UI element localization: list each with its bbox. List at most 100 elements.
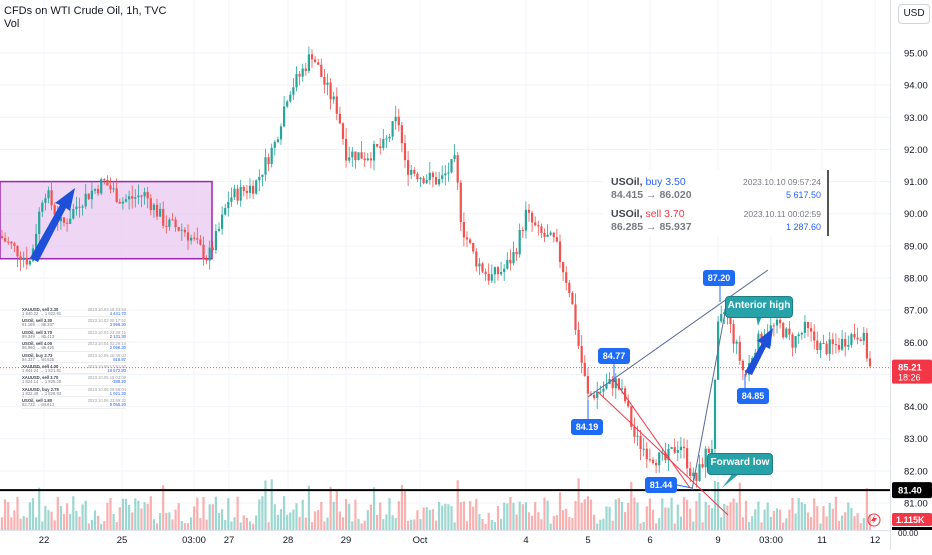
candle-body: [844, 339, 847, 347]
candle-body: [295, 73, 298, 88]
candle-body: [233, 188, 236, 198]
trade-history-profit: 2 098.30: [109, 345, 126, 351]
volume-bar: [190, 517, 193, 530]
candle-body: [797, 334, 800, 337]
candle-body: [658, 452, 661, 466]
candle-body: [803, 322, 806, 333]
candle-body: [602, 388, 605, 392]
volume-bar: [31, 498, 35, 530]
trade-history-symbol: USOil, sell 4.00: [22, 341, 53, 347]
volume-bar: [199, 518, 202, 530]
volume-bar: [382, 519, 385, 530]
volume-bar: [853, 516, 856, 530]
trade-history-prices: 84.337 → 84.625: [22, 356, 55, 362]
candle-body: [199, 239, 202, 245]
volume-bar: [335, 489, 338, 530]
candle-body: [469, 239, 472, 243]
volume-bar: [462, 501, 465, 530]
candle-body: [574, 304, 577, 330]
candle-body: [314, 59, 317, 63]
volume-bar: [434, 520, 438, 530]
volume-bar: [661, 498, 664, 530]
candle-body: [490, 274, 493, 281]
volume-bar: [221, 509, 224, 530]
volume-bar: [868, 514, 872, 530]
trade-history-profit: 4 441.70: [109, 311, 126, 316]
volume-bar: [19, 518, 22, 530]
candle-body: [283, 106, 286, 127]
candle-body: [264, 157, 267, 175]
volume-bar: [159, 513, 162, 530]
candle-body: [310, 54, 314, 60]
volume-bar: [230, 521, 233, 530]
price-tick: 89.00: [904, 241, 928, 252]
candle-body: [338, 113, 341, 124]
candle-body: [813, 331, 816, 341]
candle-body: [822, 342, 825, 344]
trade-history-row: USOil, sell 3.70 89.349 → 86.413 2023.10.0…: [22, 329, 126, 341]
volume-bar: [441, 505, 444, 530]
tag-pointer: [676, 484, 693, 489]
volume-bar: [565, 508, 568, 530]
volume-bar: [75, 510, 78, 530]
volume-bar: [794, 513, 797, 530]
volume-bar: [66, 503, 69, 530]
candle-body: [481, 263, 484, 272]
candle-body: [103, 179, 106, 181]
candle-body: [366, 158, 369, 161]
candle-body: [589, 393, 593, 395]
trade-history-row: XAUUSD, sell 4.00 1 844.24 → 1 821.81 2023…: [22, 363, 126, 375]
volume-bar: [140, 508, 143, 530]
candle-body: [106, 179, 109, 186]
trade-history-symbol: USOil, sell 3.30: [22, 318, 53, 324]
volume-bar: [549, 523, 552, 530]
volume-bar: [828, 503, 831, 530]
candle-body: [205, 259, 208, 261]
candle-body: [636, 435, 639, 437]
candle-body: [599, 391, 602, 393]
volume-bar: [35, 517, 38, 530]
candle-body: [713, 379, 717, 449]
volume-bar: [357, 518, 360, 530]
volume-bar: [25, 517, 28, 530]
currency-button[interactable]: USD: [898, 4, 930, 24]
candle-body: [131, 196, 134, 199]
volume-bar: [571, 518, 574, 530]
candle-body: [227, 201, 230, 209]
volume-bar: [757, 501, 760, 530]
candle-body: [22, 257, 25, 260]
candle-body: [345, 138, 348, 161]
trade-history-list: XAUUSD, sell 2.30 1 840.22 → 1 822.91 2023…: [22, 306, 126, 409]
volume-bar: [121, 498, 124, 530]
candle-body: [453, 155, 456, 160]
candle-body: [382, 139, 385, 149]
trade-history-time: 2023.10.05 15:03:08: [87, 375, 126, 381]
trade-history-prices: 91.169 → 86.337: [22, 322, 55, 328]
trade-history-symbol: XAUUSD, sell 3.70: [22, 375, 59, 381]
candle-body: [146, 192, 149, 199]
volume-bar: [87, 523, 90, 530]
candle-body: [555, 237, 558, 242]
trade-history-profit: 1 021.20: [109, 390, 126, 396]
volume-bar: [50, 511, 53, 530]
candle-body: [772, 325, 775, 327]
candle-body: [248, 185, 252, 193]
volume-bar: [314, 511, 317, 530]
volume-bar: [304, 517, 307, 530]
volume-bar: [186, 523, 190, 530]
trade-history-symbol: USOil, sell 1.80: [22, 398, 53, 404]
volume-bar: [500, 518, 503, 530]
candle-body: [791, 334, 794, 348]
volume-bar: [620, 501, 624, 530]
candle-body: [128, 196, 131, 200]
candle-body: [568, 282, 571, 293]
trade-history-prices: 89.349 → 86.413: [22, 333, 55, 339]
volume-bar: [112, 513, 115, 530]
candle-body: [825, 343, 828, 354]
candle-body: [255, 180, 258, 194]
price-axis: 95.00 94.00 93.00 92.00 91.00 90.00 89.00 88.00…: [867, 0, 932, 550]
volume-bar: [670, 497, 673, 530]
volume-bar: [320, 501, 323, 530]
